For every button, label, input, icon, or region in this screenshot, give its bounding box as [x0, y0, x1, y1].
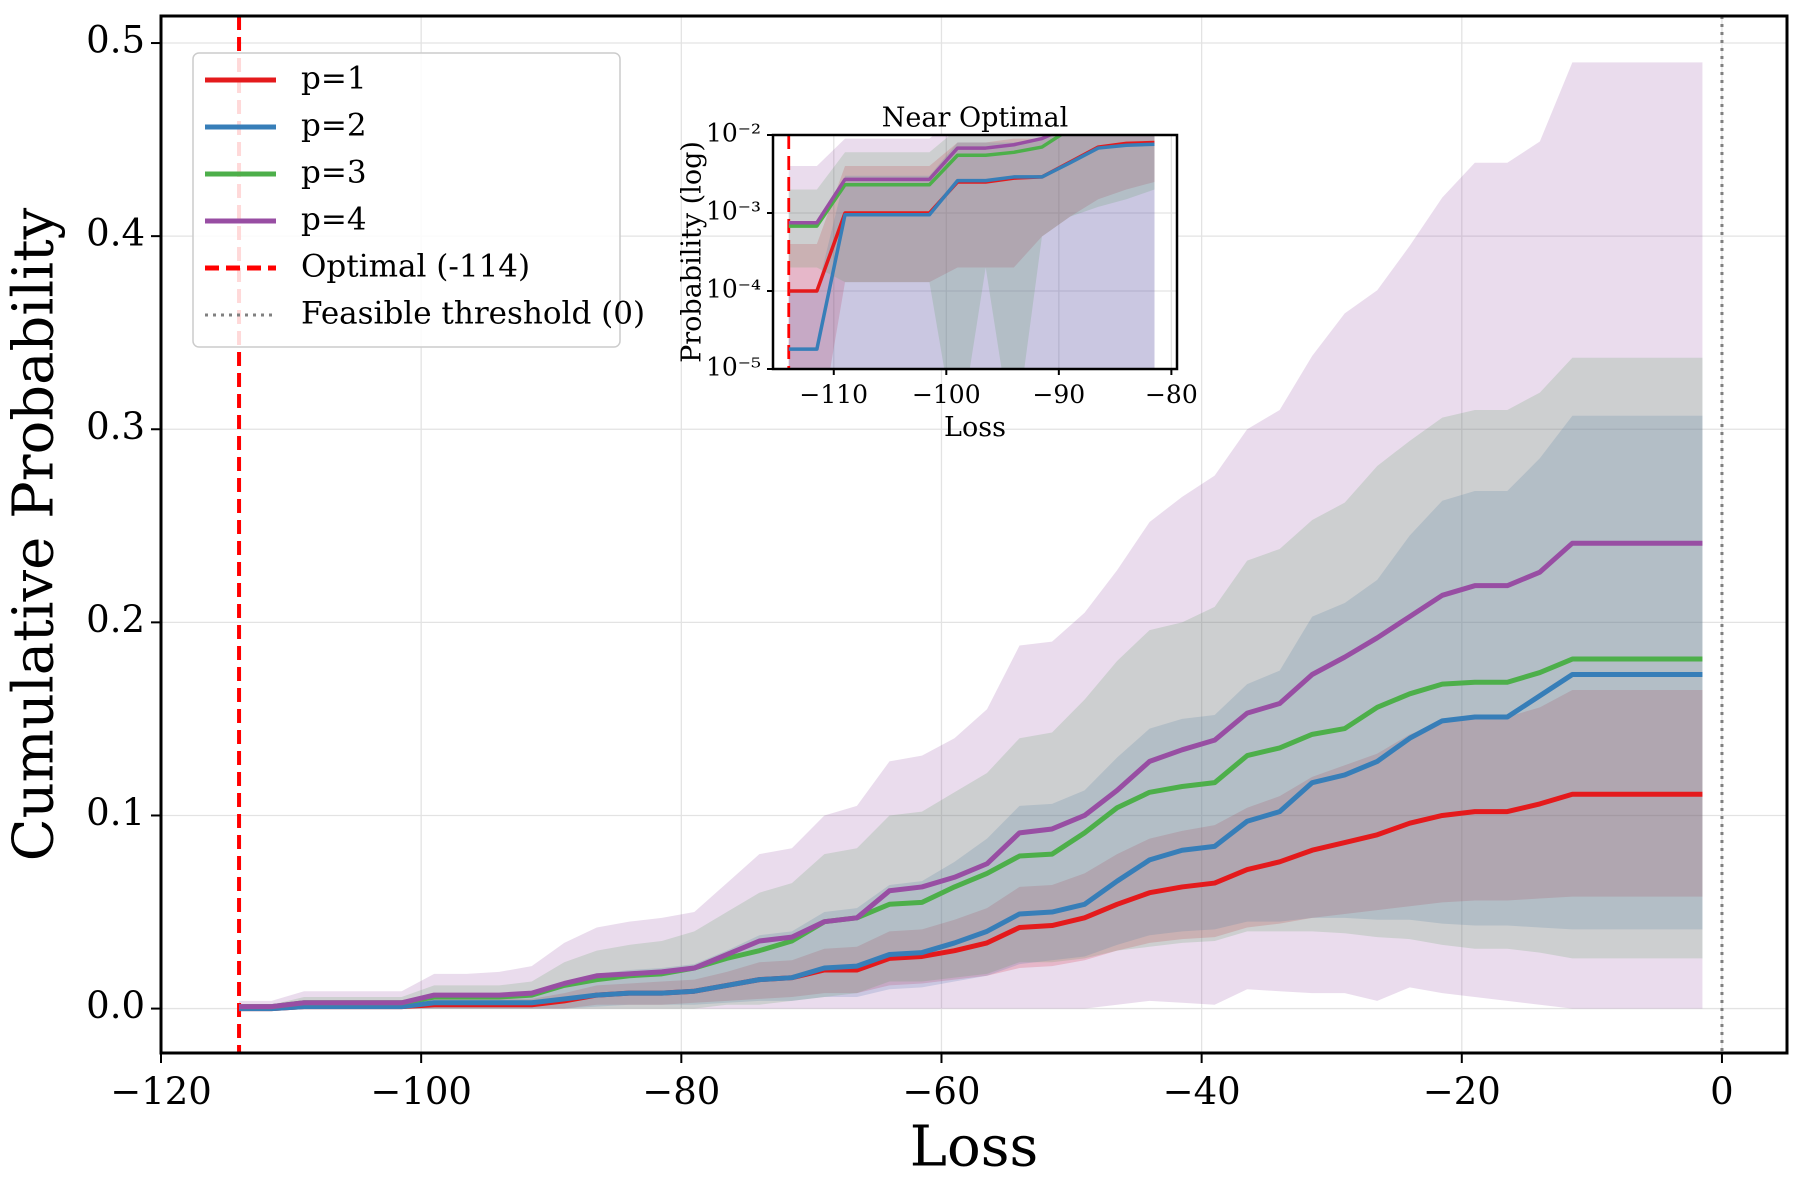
- series-line: [788, 135, 1055, 225]
- y-tick-label: 10⁻⁴: [706, 275, 761, 304]
- series-line: [239, 540, 1703, 1010]
- band: [788, 135, 1155, 369]
- band: [788, 135, 1155, 369]
- band: [239, 689, 1703, 1009]
- legend-label: p=3: [301, 155, 367, 191]
- axes-frame: [159, 14, 1789, 1055]
- y-tick-label: 0.5: [86, 19, 145, 62]
- x-tick-label: −120: [110, 1070, 212, 1113]
- band: [788, 135, 1155, 369]
- y-tick-label: 10⁻³: [706, 197, 761, 226]
- x-tick-label: −100: [912, 380, 981, 409]
- x-tick-label: −80: [642, 1070, 720, 1113]
- plot-area: [787, 135, 1155, 369]
- series-line: [239, 672, 1703, 1012]
- x-axis-label: Loss: [910, 1115, 1038, 1180]
- x-tick-label: −60: [902, 1070, 980, 1113]
- x-tick-label: −80: [1145, 380, 1198, 409]
- x-tick-label: −20: [1423, 1070, 1501, 1113]
- x-tick-label: −100: [370, 1070, 472, 1113]
- x-tick-label: −110: [799, 380, 868, 409]
- legend-label: Optimal (-114): [301, 249, 530, 285]
- series-line: [788, 135, 1064, 228]
- y-tick-label: 10⁻²: [706, 119, 761, 148]
- x-axis-label: Loss: [944, 412, 1006, 443]
- legend-label: p=4: [301, 202, 367, 238]
- legend: p=1 p=2 p=3 p=4 Optimal (-114) Feasible thres…: [192, 52, 645, 348]
- panel: −110 −100 −90 −80 10⁻⁵ 10⁻⁴ 10⁻³ 10⁻² Near Optim…: [677, 102, 1198, 443]
- plot-area: [237, 16, 1724, 1053]
- legend-label: p=2: [301, 108, 367, 144]
- y-tick-label: 10⁻⁵: [706, 353, 761, 382]
- y-tick-label: 0.0: [86, 984, 145, 1027]
- x-tick-label: −90: [1032, 380, 1085, 409]
- y-tick-label: 0.3: [86, 405, 145, 448]
- y-tick-label: 0.4: [86, 212, 145, 255]
- y-axis-label: Probability (log): [677, 141, 708, 363]
- inset-background: [773, 135, 1177, 369]
- y-tick-label: 0.1: [86, 791, 145, 834]
- legend-label: Feasible threshold (0): [301, 296, 645, 332]
- chart-title: Near Optimal: [882, 102, 1068, 133]
- band: [239, 62, 1703, 1009]
- band: [788, 135, 1155, 369]
- y-tick-label: 0.2: [86, 598, 145, 641]
- x-tick-label: −40: [1163, 1070, 1241, 1113]
- panel: −120 −100 −80 −60 −40 −20 0 0.0 0.1 0.2 0.3 0.4 0.5 L…: [2, 14, 1789, 1180]
- series-line: [788, 142, 1155, 351]
- legend-box: [192, 52, 621, 348]
- y-axis-label: Cumulative Probability: [2, 207, 67, 861]
- band: [239, 415, 1703, 1009]
- legend-label: p=1: [301, 61, 367, 97]
- x-tick-label: 0: [1710, 1070, 1734, 1113]
- axes-frame: [771, 133, 1179, 371]
